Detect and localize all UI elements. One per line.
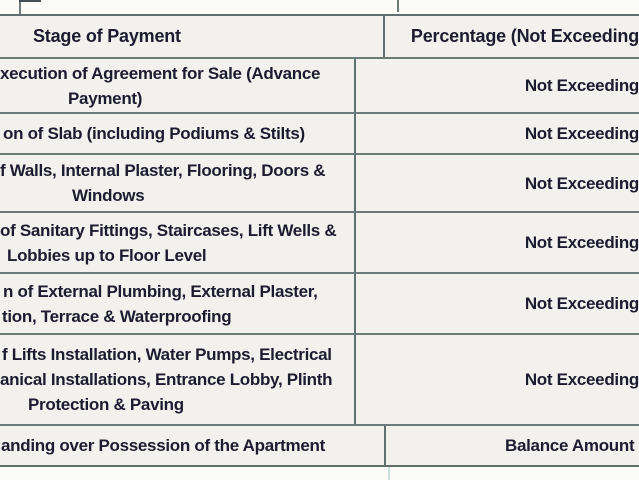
- percentage-cell: Balance Amount: [386, 426, 639, 465]
- stage-header-cell: Stage of Payment: [0, 16, 385, 57]
- percentage-text: Not Exceeding: [524, 370, 639, 389]
- gridline-stub-top-right: [397, 0, 399, 12]
- table-row: anding over Possession of the Apartment …: [0, 426, 639, 467]
- table-row: xecution of Agreement for Sale (Advance …: [0, 59, 639, 114]
- table-row: f Walls, Internal Plaster, Flooring, Doo…: [0, 155, 639, 213]
- table-row: of Sanitary Fittings, Staircases, Lift W…: [0, 213, 639, 274]
- stage-text: Payment): [68, 88, 143, 108]
- percentage-cell: Not Exceeding: [356, 213, 639, 272]
- stage-text: of Sanitary Fittings, Staircases, Lift W…: [0, 220, 337, 240]
- percentage-header-label: Percentage (Not Exceeding: [410, 26, 639, 46]
- stage-text: on of Slab (including Podiums & Stilts): [3, 124, 305, 143]
- stage-text: n of External Plumbing, External Plaster…: [3, 281, 318, 301]
- stage-text: f Lifts Installation, Water Pumps, Elect…: [2, 345, 332, 364]
- stage-text: Windows: [72, 186, 145, 205]
- stage-cell: xecution of Agreement for Sale (Advance …: [0, 59, 356, 112]
- stage-text: xecution of Agreement for Sale (Advance: [0, 63, 321, 83]
- percentage-cell: Not Exceeding: [356, 155, 639, 211]
- table-row: f Lifts Installation, Water Pumps, Elect…: [0, 335, 639, 426]
- percentage-cell: Not Exceeding: [356, 335, 639, 424]
- percentage-text: Not Exceeding: [524, 76, 639, 95]
- percentage-text: Not Exceeding: [524, 233, 639, 252]
- gridline-stub-top-left: [19, 0, 21, 14]
- percentage-cell: Not Exceeding: [356, 114, 639, 153]
- stage-cell: on of Slab (including Podiums & Stilts): [0, 114, 356, 153]
- stage-text: Protection & Paving: [28, 395, 184, 414]
- percentage-cell: Not Exceeding: [356, 274, 639, 333]
- gridline-stub-bottom: [388, 466, 390, 480]
- stage-cell: f Lifts Installation, Water Pumps, Elect…: [0, 335, 356, 424]
- percentage-text: Not Exceeding: [524, 173, 639, 193]
- stage-text: anding over Possession of the Apartment: [1, 436, 325, 455]
- payment-schedule-table: Stage of Payment Percentage (Not Exceedi…: [0, 14, 639, 467]
- stage-cell: anding over Possession of the Apartment: [0, 426, 386, 465]
- stage-text: anical Installations, Entrance Lobby, Pl…: [0, 370, 333, 389]
- stage-text: tion, Terrace & Waterproofing: [2, 306, 232, 326]
- table-row: n of External Plumbing, External Plaster…: [0, 274, 639, 335]
- percentage-cell: Not Exceeding: [356, 59, 639, 112]
- table-row: on of Slab (including Podiums & Stilts) …: [0, 114, 639, 155]
- table-header-row: Stage of Payment Percentage (Not Exceedi…: [0, 16, 639, 59]
- percentage-text: Not Exceeding: [524, 124, 639, 143]
- percentage-header-cell: Percentage (Not Exceeding: [385, 16, 639, 57]
- gridline-stub-top-edge: [19, 0, 41, 2]
- stage-cell: f Walls, Internal Plaster, Flooring, Doo…: [0, 155, 356, 211]
- stage-cell: n of External Plumbing, External Plaster…: [0, 274, 356, 333]
- percentage-text: Not Exceeding: [524, 294, 639, 313]
- stage-text: Lobbies up to Floor Level: [7, 245, 207, 265]
- stage-text: f Walls, Internal Plaster, Flooring, Doo…: [0, 161, 326, 180]
- percentage-text: Balance Amount: [505, 436, 635, 455]
- stage-cell: of Sanitary Fittings, Staircases, Lift W…: [0, 213, 356, 272]
- stage-header-label: Stage of Payment: [33, 26, 181, 46]
